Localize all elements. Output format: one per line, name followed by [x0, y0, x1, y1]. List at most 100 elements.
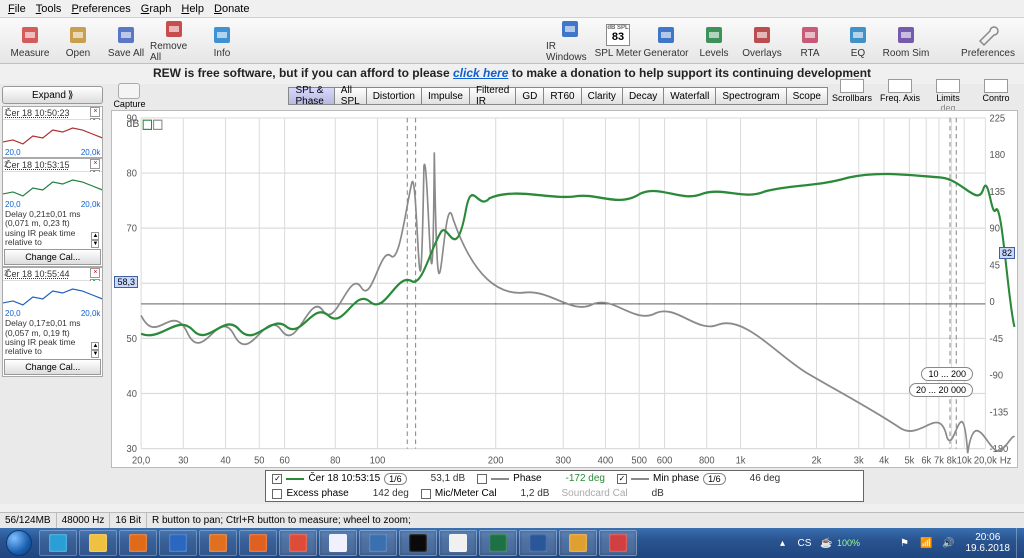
tab-clarity[interactable]: Clarity: [581, 87, 623, 105]
tab-scope[interactable]: Scope: [786, 87, 828, 105]
tab-distortion[interactable]: Distortion: [366, 87, 422, 105]
menu-help[interactable]: Help: [177, 2, 208, 16]
legend: ✓Čer 18 10:53:151/653,1 dBPhase-172 deg✓…: [265, 470, 864, 502]
range-selector-1[interactable]: 10 ... 200: [921, 367, 973, 381]
taskbar-word[interactable]: [519, 530, 557, 556]
taskbar-wordpad[interactable]: [319, 530, 357, 556]
saveall-button[interactable]: Save All: [102, 20, 150, 62]
tab-gd[interactable]: GD: [515, 87, 544, 105]
clock[interactable]: 20:06 19.6.2018: [960, 532, 1017, 554]
measurement-thumb[interactable]: 3Čer 18 10:55:44×↻💾20,020,0kDelay 0,17±0…: [2, 267, 103, 376]
taskbar-excel[interactable]: [479, 530, 517, 556]
menu-donate[interactable]: Donate: [210, 2, 253, 16]
close-icon[interactable]: ×: [90, 159, 100, 169]
eq-button[interactable]: EQ: [834, 20, 882, 62]
thunderbird-icon: [169, 534, 187, 552]
taskbar-explorer[interactable]: [79, 530, 117, 556]
measurement-thumb[interactable]: 2Čer 18 10:53:15×↻💾20,020,0kDelay 0,21±0…: [2, 158, 103, 267]
change-cal-button[interactable]: Change Cal...: [4, 249, 101, 265]
measure-button[interactable]: Measure: [6, 20, 54, 62]
info-button[interactable]: Info: [198, 20, 246, 62]
flag-icon[interactable]: ⚑: [896, 534, 914, 552]
taskbar-chrome[interactable]: [279, 530, 317, 556]
menu-preferences[interactable]: Preferences: [67, 2, 134, 16]
scrollbars-tool[interactable]: Scrollbars: [828, 79, 876, 113]
tab-decay[interactable]: Decay: [622, 87, 664, 105]
taskbar-xampp[interactable]: [239, 530, 277, 556]
battery-icon[interactable]: 100%: [840, 534, 858, 552]
menu-graph[interactable]: Graph: [137, 2, 176, 16]
taskbar-ie[interactable]: [39, 530, 77, 556]
levels-button[interactable]: Levels: [690, 20, 738, 62]
rta-button[interactable]: RTA: [786, 20, 834, 62]
chart[interactable]: dB9080706050403022518013590450-45-90-135…: [111, 110, 1018, 468]
svg-text:300: 300: [556, 455, 572, 467]
splmeter-button[interactable]: dB SPL83SPL Meter: [594, 20, 642, 62]
taskbar-save[interactable]: [359, 530, 397, 556]
svg-text:Hz: Hz: [1000, 455, 1011, 467]
expand-button[interactable]: Expand ⟫: [2, 86, 103, 104]
checkbox-icon[interactable]: ✓: [617, 474, 627, 484]
svg-text:20,0: 20,0: [132, 455, 151, 467]
removeall-button[interactable]: Remove All: [150, 20, 198, 62]
change-cal-button[interactable]: Change Cal...: [4, 359, 101, 375]
capture-button[interactable]: Capture: [109, 83, 149, 109]
overlays-button[interactable]: Overlays: [738, 20, 786, 62]
menu-file[interactable]: File: [4, 2, 30, 16]
tab-spectrogram[interactable]: Spectrogram: [715, 87, 786, 105]
roomsim-button[interactable]: Room Sim: [882, 20, 930, 62]
legend-item[interactable]: ✓Čer 18 10:53:151/653,1 dB: [266, 473, 471, 485]
chevron-right-icon: ⟫: [68, 90, 74, 101]
start-button[interactable]: [0, 528, 38, 558]
legend-item[interactable]: Mic/Meter Cal1,2 dB: [415, 488, 556, 499]
svg-text:30: 30: [127, 444, 138, 456]
svg-text:8k: 8k: [947, 455, 957, 467]
java-tray-icon[interactable]: ☕: [818, 534, 836, 552]
legend-item[interactable]: Phase-172 deg: [471, 473, 611, 484]
taskbar-thunderbird[interactable]: [159, 530, 197, 556]
measurement-thumb[interactable]: 1Čer 18 10:50:23×↻💾20,020,0k: [2, 106, 103, 158]
menu-tools[interactable]: Tools: [32, 2, 66, 16]
legend-item[interactable]: ✓Min phase1/646 deg: [611, 473, 786, 485]
checkbox-icon[interactable]: [421, 489, 431, 499]
checkbox-icon[interactable]: ✓: [272, 474, 282, 484]
lang-indicator[interactable]: CS: [796, 534, 814, 552]
checkbox-icon[interactable]: [477, 474, 487, 484]
tab-rt-[interactable]: RT60: [543, 87, 581, 105]
irwindows-button[interactable]: IR Windows: [546, 20, 594, 62]
info-icon: [210, 23, 234, 47]
legend-item[interactable]: Soundcard CaldB: [555, 488, 669, 499]
show-desktop[interactable]: [1016, 528, 1024, 558]
svg-text:50: 50: [255, 455, 266, 467]
tab-all-spl[interactable]: All SPL: [334, 87, 367, 105]
open-button[interactable]: Open: [54, 20, 102, 62]
tab-group: SPL & PhaseAll SPLDistortionImpulseFilte…: [289, 87, 828, 105]
tab-waterfall[interactable]: Waterfall: [663, 87, 716, 105]
taskbar-vlc[interactable]: [199, 530, 237, 556]
svg-text:200: 200: [488, 455, 504, 467]
open-icon: [66, 23, 90, 47]
network-icon[interactable]: 📶: [918, 534, 936, 552]
taskbar-java[interactable]: [559, 530, 597, 556]
close-icon[interactable]: ×: [90, 268, 100, 278]
tab-filtered-ir[interactable]: Filtered IR: [469, 87, 516, 105]
tab-impulse[interactable]: Impulse: [421, 87, 470, 105]
checkbox-icon[interactable]: [272, 489, 282, 499]
freqaxis-tool[interactable]: Freq. Axis: [876, 79, 924, 113]
legend-item[interactable]: Excess phase142 deg: [266, 488, 414, 499]
banner-link[interactable]: click here: [453, 66, 508, 80]
volume-icon[interactable]: 🔊: [940, 534, 958, 552]
range-selector-2[interactable]: 20 ... 20 000: [909, 383, 973, 397]
limits-tool[interactable]: Limitsdeg: [924, 79, 972, 113]
tray-up-icon[interactable]: ▴: [774, 534, 792, 552]
controls-tool[interactable]: Contro: [972, 79, 1020, 113]
taskbar-libre[interactable]: [439, 530, 477, 556]
svg-text:30: 30: [179, 455, 190, 467]
taskbar-rew[interactable]: [599, 530, 637, 556]
generator-button[interactable]: Generator: [642, 20, 690, 62]
preferences-button[interactable]: Preferences: [958, 20, 1018, 62]
tab-spl-phase[interactable]: SPL & Phase: [288, 87, 334, 105]
taskbar-firefox[interactable]: [119, 530, 157, 556]
close-icon[interactable]: ×: [90, 107, 100, 117]
taskbar-cmd[interactable]: [399, 530, 437, 556]
